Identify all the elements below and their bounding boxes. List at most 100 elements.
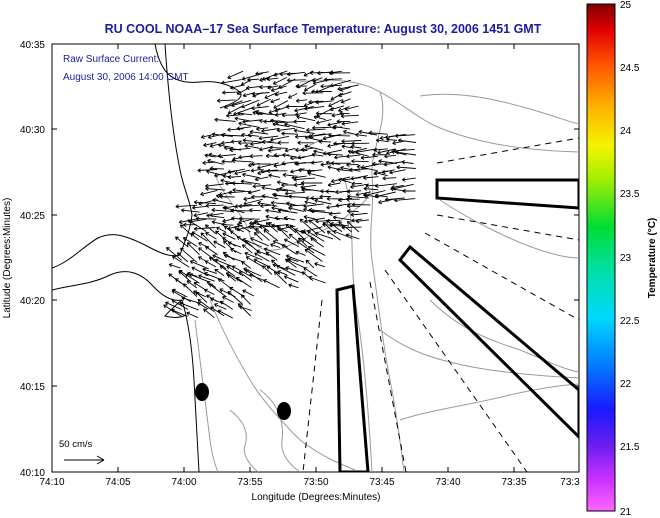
current-vector-icon	[175, 204, 197, 209]
current-vector-icon	[273, 153, 290, 158]
current-vector-icon	[186, 242, 200, 256]
colorbar-tick: 22.5	[620, 316, 640, 327]
current-vector-icon	[273, 100, 289, 109]
current-vector-icon	[179, 224, 191, 235]
current-vector-icon	[244, 269, 263, 283]
current-vector-icon	[351, 159, 369, 164]
current-vector-icon	[300, 180, 323, 186]
current-vector-icon	[350, 212, 368, 217]
current-vector-icon	[233, 226, 245, 233]
current-vector-icon	[299, 218, 316, 233]
current-vector-icon	[195, 291, 208, 303]
current-vector-icon	[290, 168, 305, 174]
current-vector-icon	[346, 189, 362, 194]
current-vector-icon	[373, 147, 388, 153]
current-vector-icon	[301, 186, 324, 193]
current-vector-icon	[195, 216, 217, 221]
current-vector-icon	[313, 115, 326, 121]
current-vector-icon	[189, 260, 209, 270]
current-vector-icon	[204, 260, 217, 268]
current-vector-icon	[260, 203, 271, 208]
current-vector-icon	[181, 296, 200, 304]
current-vector-icon	[241, 244, 253, 254]
current-vector-icon	[374, 170, 388, 177]
current-vector-icon	[338, 91, 352, 98]
current-vector-icon	[263, 279, 280, 289]
current-vector-icon	[270, 98, 281, 104]
current-vector-icon	[230, 247, 242, 255]
current-vector-icon	[231, 265, 251, 277]
current-vector-icon	[242, 119, 261, 124]
current-vector-icon	[171, 308, 188, 317]
current-vector-icon	[308, 219, 326, 234]
current-vector-icon	[350, 175, 368, 181]
x-tick: 73:50	[303, 477, 328, 488]
current-vector-icon	[296, 115, 316, 122]
current-vector-icon	[255, 227, 270, 241]
current-vector-icon	[222, 232, 236, 240]
current-vector-icon	[250, 161, 271, 167]
current-vector-icon	[338, 106, 350, 113]
colorbar-tick: 22	[620, 379, 632, 390]
current-vector-icon	[270, 135, 290, 142]
current-vector-icon	[297, 140, 314, 145]
current-vector-icon	[254, 176, 269, 182]
y-tick-labels: 40:35 40:30 40:25 40:20 40:15 40:10	[20, 40, 45, 479]
current-vector-icon	[288, 233, 299, 242]
current-vector-icon	[307, 171, 326, 178]
current-vector-icon	[308, 275, 326, 284]
current-vector-icon	[238, 155, 252, 160]
current-vector-icon	[384, 197, 405, 202]
current-vector-icon	[303, 203, 324, 209]
current-vector-icon	[328, 70, 351, 76]
current-vector-icon	[323, 77, 343, 82]
current-vector-icon	[281, 161, 298, 166]
current-vector-icon	[270, 243, 281, 248]
current-vector-icon	[288, 283, 299, 289]
current-vector-icon	[286, 71, 305, 77]
current-vector-icon	[200, 232, 217, 249]
current-vector-icon	[219, 194, 235, 199]
colorbar-label: Temperature (°C)	[647, 218, 658, 299]
current-vector-icon	[274, 91, 288, 97]
current-vector-icon	[383, 161, 405, 167]
current-vector-icon	[257, 200, 278, 207]
current-vector-icon	[219, 300, 234, 310]
station-marker-icon	[277, 402, 291, 420]
current-vector-icon	[168, 263, 181, 269]
current-vector-icon	[227, 174, 242, 180]
current-vector-icon	[250, 168, 262, 173]
current-vector-icon	[311, 89, 332, 94]
current-vector-icon	[244, 240, 261, 255]
current-vector-icon	[221, 140, 233, 146]
current-vector-icon	[276, 264, 296, 276]
current-vector-icon	[358, 129, 378, 136]
current-vector-icon	[238, 271, 252, 282]
current-vector-icon	[227, 70, 244, 79]
current-vector-icon	[304, 200, 317, 205]
current-vector-icon	[266, 76, 279, 82]
current-vector-icon	[206, 213, 225, 219]
current-vector-icon	[346, 203, 361, 209]
colorbar-tick: 25	[620, 0, 632, 11]
current-vector-icon	[330, 92, 344, 101]
current-vector-icon	[270, 200, 289, 205]
current-vector-icon	[217, 153, 236, 159]
current-vector-icon	[203, 142, 217, 148]
current-vector-icon	[266, 168, 288, 174]
current-vector-icon	[182, 237, 198, 247]
current-vector-icon	[311, 152, 324, 157]
current-vector-icon	[261, 139, 279, 145]
current-vector-icon	[249, 154, 263, 159]
colorbar-tick: 23	[620, 253, 632, 264]
current-vector-icon	[394, 197, 416, 203]
current-vector-icon	[288, 194, 306, 199]
current-vector-icon	[351, 181, 362, 186]
current-vector-icon	[293, 119, 306, 124]
current-vector-icon	[251, 91, 270, 97]
current-vector-icon	[212, 254, 227, 262]
current-vector-icon	[193, 226, 216, 232]
current-vector-icon	[267, 85, 279, 90]
current-vector-icon	[401, 160, 414, 165]
